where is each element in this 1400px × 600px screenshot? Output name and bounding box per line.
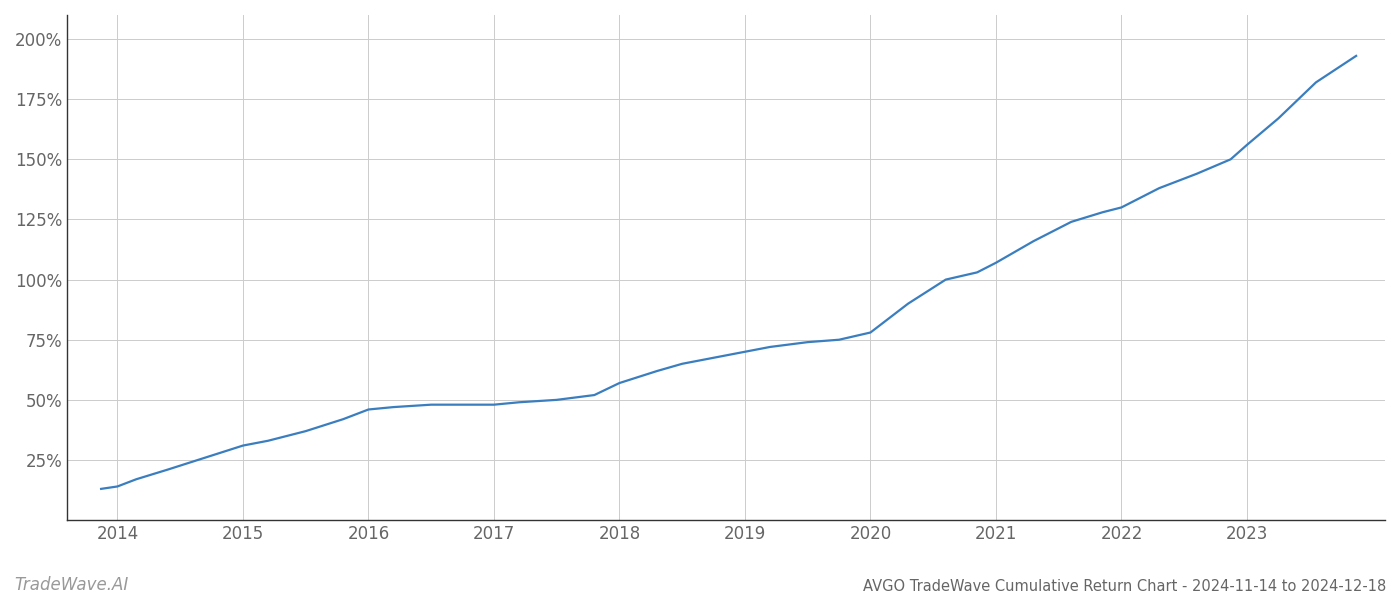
Text: TradeWave.AI: TradeWave.AI	[14, 576, 129, 594]
Text: AVGO TradeWave Cumulative Return Chart - 2024-11-14 to 2024-12-18: AVGO TradeWave Cumulative Return Chart -…	[862, 579, 1386, 594]
